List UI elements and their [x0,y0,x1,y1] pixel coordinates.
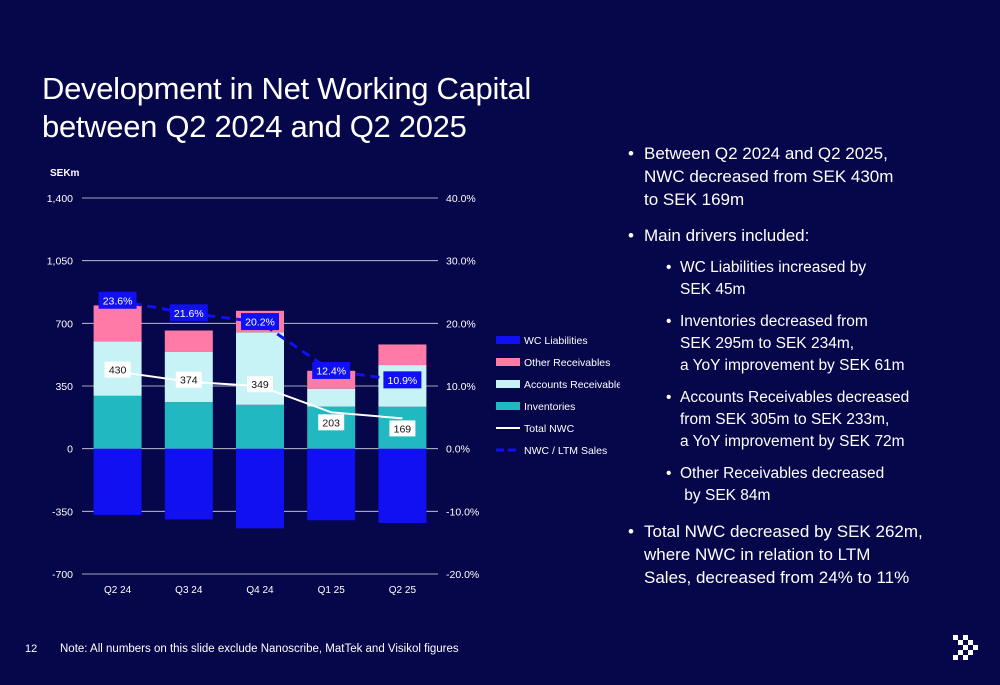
legend-swatch [496,380,520,388]
bullet-list: Between Q2 2024 and Q2 2025, NWC decrease… [628,142,988,589]
bullet-line: Sales, decreased from 24% to 11% [644,568,910,587]
y-left-tick-label: 350 [55,381,73,393]
bullet-item: Between Q2 2024 and Q2 2025, NWC decrease… [628,142,988,211]
total-nwc-label: 349 [251,379,269,391]
bullet-line: a YoY improvement by SEK 72m [680,433,905,450]
bar-inventories [93,395,142,449]
y-unit-label: SEKm [50,168,80,179]
bar-wc-liabilities [93,448,142,515]
bullet-item: Main drivers included: [628,224,988,247]
bullet-line: where NWC in relation to LTM [644,545,871,564]
title-line-1: Development in Net Working Capital [42,71,531,106]
total-nwc-label: 374 [180,375,198,387]
total-nwc-label-box [318,414,345,431]
legend-label: Accounts Receivables [524,379,620,391]
legend-swatch [496,336,520,344]
bar-other-receivables [378,344,427,366]
legend-label: Other Receivables [524,357,610,369]
bullet-line: Accounts Receivables decreased [680,389,910,406]
bullet-item: Total NWC decreased by SEK 262m, where NW… [628,520,988,589]
total-nwc-label-box [247,376,273,393]
y-left-tick-label: -350 [52,506,73,518]
y-right-tick-label: 40.0% [446,193,476,205]
bar-wc-liabilities [164,448,213,520]
bullet-line: by SEK 84m [680,487,771,504]
legend-swatch [496,402,520,410]
x-tick-label: Q2 25 [389,585,417,596]
bullet-line: Other Receivables decreased [680,465,885,482]
page-number: 12 [25,643,38,655]
ratio-label-box [312,361,351,379]
nwc-ltm-sales-line [117,299,403,382]
bullet-item: Other Receivables decreased by SEK 84m [628,463,988,507]
bar-accounts-receivables [236,332,284,405]
title-line-2: between Q2 2024 and Q2 2025 [42,109,467,144]
bullet-line: Inventories decreased from [680,313,868,330]
x-tick-label: Q3 24 [175,585,203,596]
bar-inventories [164,402,213,449]
ratio-label: 12.4% [316,365,346,377]
bullet-line: Main drivers included: [644,226,810,245]
y-right-tick-label: -20.0% [446,569,479,581]
bullet-item: Inventories decreased from SEK 295m to SE… [628,311,988,377]
total-nwc-label-box [389,420,416,437]
bar-wc-liabilities [378,448,427,523]
page-title: Development in Net Working Capital betwe… [42,70,582,146]
bullet-line: from SEK 305m to SEK 233m, [680,411,890,428]
bar-wc-liabilities [307,448,356,521]
bullet-line: SEK 295m to SEK 234m, [680,335,855,352]
x-tick-label: Q1 25 [318,585,346,596]
bar-other-receivables [164,330,213,352]
x-tick-label: Q4 24 [246,585,274,596]
y-right-tick-label: -10.0% [446,506,479,518]
y-left-tick-label: 1,050 [47,256,73,268]
ratio-label: 10.9% [388,375,418,387]
bullet-line: Between Q2 2024 and Q2 2025, [644,144,888,163]
total-nwc-label: 430 [109,365,127,377]
ratio-label: 20.2% [245,317,275,329]
ratio-label-box [383,371,422,389]
bullet-item: Accounts Receivables decreased from SEK 3… [628,387,988,453]
y-left-tick-label: 0 [67,444,73,456]
y-left-tick-label: 700 [55,318,73,330]
y-left-tick-label: -700 [52,569,73,581]
y-left-tick-label: 1,400 [47,193,73,205]
bullet-line: NWC decreased from SEK 430m [644,167,894,186]
bullet-line: a YoY improvement by SEK 61m [680,357,905,374]
legend-label: Total NWC [524,423,575,435]
bullet-line: WC Liabilities increased by [680,259,867,276]
total-nwc-label: 203 [322,417,340,429]
bar-wc-liabilities [236,448,284,529]
total-nwc-label: 169 [394,423,412,435]
legend-swatch [496,358,520,366]
x-tick-label: Q2 24 [104,585,132,596]
total-nwc-label-box [104,361,131,378]
y-right-tick-label: 30.0% [446,256,476,268]
legend-label: NWC / LTM Sales [524,445,607,457]
y-right-tick-label: 0.0% [446,444,470,456]
bar-other-receivables [93,305,142,342]
ratio-label: 21.6% [174,308,204,320]
ratio-label: 23.6% [103,295,133,307]
bar-accounts-receivables [307,388,356,407]
ratio-label-box [169,304,208,322]
ratio-label-box [98,291,137,309]
total-nwc-label-box [175,371,202,388]
footnote: Note: All numbers on this slide exclude … [60,643,459,655]
bullet-line: SEK 45m [680,281,746,298]
double-chevron-right-icon [953,635,978,660]
bullet-line: Total NWC decreased by SEK 262m, [644,522,923,541]
nwc-chart: SEKm 1,400 1,050 700 350 0 -350 -700 40.0% 30.0% 2… [47,168,620,596]
bar-inventories [236,404,284,449]
ratio-label-box [241,313,279,331]
y-right-tick-label: 20.0% [446,318,476,330]
legend-label: Inventories [524,401,575,413]
bullet-item: WC Liabilities increased by SEK 45m [628,257,988,301]
bullet-line: to SEK 169m [644,190,745,209]
legend-label: WC Liabilities [524,335,588,347]
y-right-tick-label: 10.0% [446,381,476,393]
